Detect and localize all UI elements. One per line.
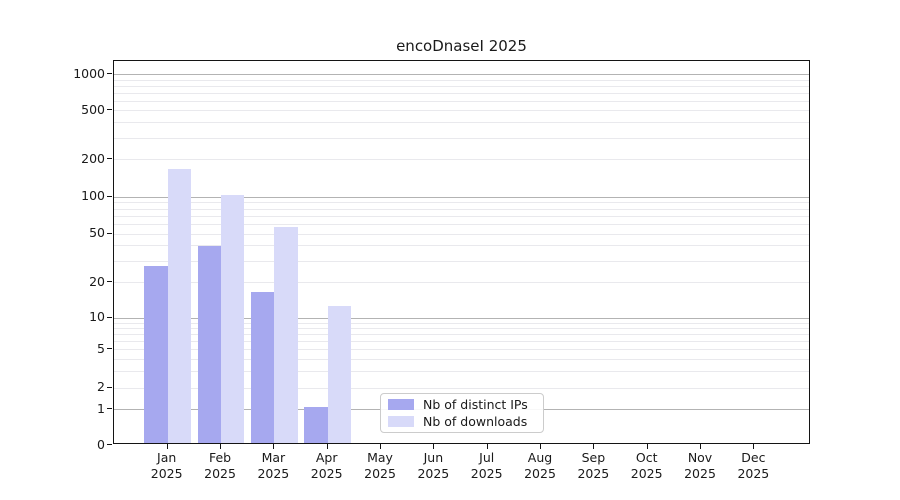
legend-item-distinct-ips: Nb of distinct IPs	[388, 397, 535, 412]
y-axis-tick-label: 2	[97, 379, 105, 395]
x-axis-tick-label: Jan 2025	[150, 450, 183, 481]
y-axis-tick-label: 200	[81, 150, 105, 166]
bar-nb-of-downloads-jan	[167, 169, 192, 443]
gridline-minor	[114, 358, 809, 360]
bar-nb-of-distinct-ips-mar	[250, 291, 275, 443]
legend-swatch-downloads	[388, 415, 414, 427]
x-axis-tick-mark	[593, 444, 595, 449]
gridline-minor	[114, 349, 809, 351]
x-axis-tick-mark	[166, 444, 168, 449]
y-axis-tick-label: 100	[81, 188, 105, 204]
bar-nb-of-distinct-ips-feb	[197, 246, 222, 443]
gridline-major	[114, 317, 809, 319]
x-axis-tick-label: Aug 2025	[524, 450, 556, 481]
x-axis-tick-mark	[753, 444, 755, 449]
gridline-minor	[114, 122, 809, 124]
x-axis-tick-mark	[433, 444, 435, 449]
gridline-minor	[114, 208, 809, 210]
gridline-minor	[114, 333, 809, 335]
gridline-minor	[114, 202, 809, 204]
gridline-minor	[114, 100, 809, 102]
y-axis-tick-mark	[107, 316, 112, 318]
gridline-minor	[114, 215, 809, 217]
gridline-minor	[114, 223, 809, 225]
x-axis-tick-label: Sep 2025	[577, 450, 610, 481]
y-axis-tick-label: 10	[89, 309, 105, 325]
gridline-minor	[114, 387, 809, 389]
x-axis-tick-mark	[220, 444, 222, 449]
bar-nb-of-distinct-ips-apr	[304, 407, 328, 443]
plot-area	[113, 60, 810, 444]
gridline-minor	[114, 370, 809, 372]
gridline-minor	[114, 79, 809, 81]
x-axis-tick-label: Jun 2025	[417, 450, 450, 481]
x-axis-tick-label: Nov 2025	[684, 450, 716, 481]
x-axis-tick-mark	[486, 444, 488, 449]
x-axis-tick-mark	[540, 444, 542, 449]
y-axis-tick-label: 500	[81, 101, 105, 117]
legend: Nb of distinct IPs Nb of downloads	[380, 393, 544, 433]
legend-swatch-distinct-ips	[388, 399, 414, 411]
x-axis-tick-mark	[273, 444, 275, 449]
x-axis-tick-label: Oct 2025	[630, 450, 663, 481]
gridline-minor	[114, 233, 809, 235]
bar-nb-of-downloads-mar	[274, 226, 298, 443]
gridline-major	[114, 74, 809, 76]
x-axis-tick-label: Apr 2025	[310, 450, 343, 481]
legend-label-distinct-ips: Nb of distinct IPs	[423, 397, 528, 413]
gridline-minor	[114, 245, 809, 247]
y-axis-tick-mark	[107, 444, 112, 445]
legend-label-downloads: Nb of downloads	[423, 413, 528, 429]
y-axis-tick-label: 20	[89, 273, 105, 289]
y-axis-tick-mark	[107, 408, 112, 410]
bar-nb-of-downloads-apr	[327, 306, 352, 443]
y-axis-tick-mark	[107, 386, 112, 388]
chart-title: encoDnaseI 2025	[396, 37, 527, 55]
x-axis-tick-label: May 2025	[364, 450, 396, 481]
x-axis-tick-mark	[380, 444, 382, 449]
gridline-major	[114, 196, 809, 198]
gridline-minor	[114, 137, 809, 139]
y-axis-tick-mark	[107, 281, 112, 282]
y-axis-tick-label: 1000	[73, 65, 105, 81]
y-axis-tick-label: 1	[97, 400, 105, 416]
x-axis-tick-label: Jul 2025	[470, 450, 503, 481]
y-axis-tick-label: 50	[89, 225, 105, 241]
gridline-minor	[114, 92, 809, 94]
gridline-minor	[114, 85, 809, 87]
y-axis-tick-mark	[107, 158, 112, 160]
gridline-minor	[114, 282, 809, 283]
gridline-minor	[114, 340, 809, 342]
y-axis-tick-label: 0	[97, 436, 105, 452]
y-axis-tick-mark	[107, 73, 112, 75]
y-axis-tick-mark	[107, 348, 112, 350]
gridline-minor	[114, 322, 809, 324]
y-axis-tick-mark	[107, 195, 112, 197]
gridline-minor	[114, 260, 809, 262]
x-axis-tick-mark	[700, 444, 702, 449]
gridline-minor	[114, 159, 809, 161]
y-axis-tick-mark	[107, 109, 112, 111]
y-axis-tick-mark	[107, 232, 112, 234]
bar-nb-of-downloads-feb	[221, 194, 245, 443]
gridline-minor	[114, 327, 809, 329]
x-axis-tick-label: Mar 2025	[257, 450, 290, 481]
legend-item-downloads: Nb of downloads	[388, 414, 535, 429]
x-axis-tick-label: Feb 2025	[204, 450, 236, 481]
x-axis-tick-mark	[326, 444, 328, 449]
x-axis-tick-mark	[646, 444, 648, 449]
x-axis-tick-label: Dec 2025	[737, 450, 770, 481]
y-axis-tick-label: 5	[97, 340, 105, 356]
bar-nb-of-distinct-ips-jan	[144, 266, 168, 443]
gridline-minor	[114, 110, 809, 112]
